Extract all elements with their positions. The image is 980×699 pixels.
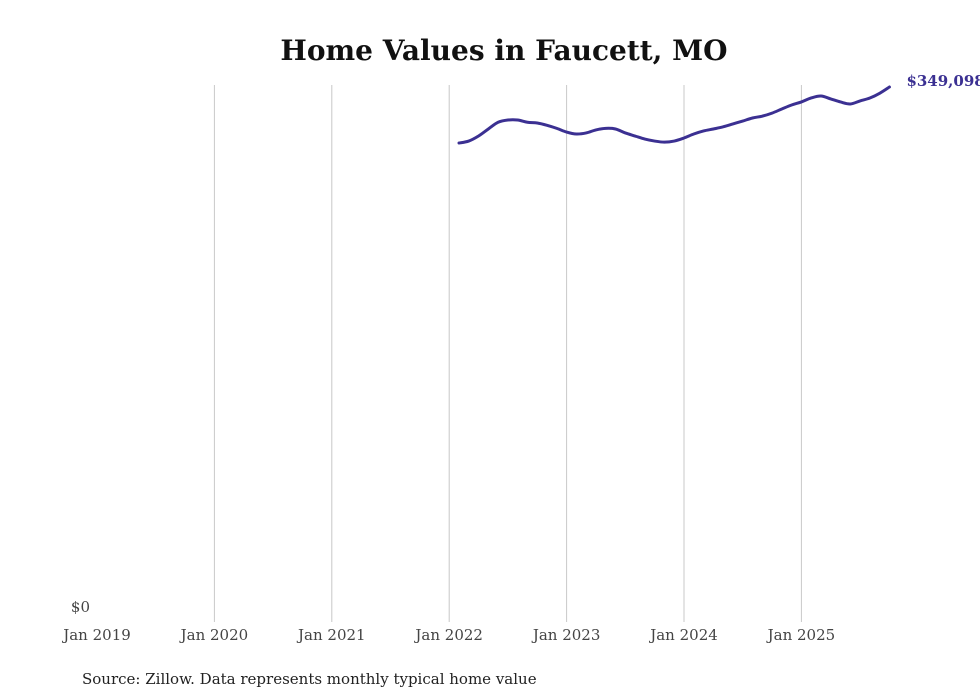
- chart-title: Home Values in Faucett, MO: [280, 34, 727, 67]
- x-tick-label: Jan 2019: [61, 626, 131, 644]
- x-tick-label: Jan 2024: [648, 626, 718, 644]
- x-tick-label: Jan 2021: [296, 626, 366, 644]
- x-tick-label: Jan 2025: [766, 626, 836, 644]
- end-value-label: $349,098: [906, 72, 980, 90]
- x-tick-label: Jan 2022: [413, 626, 483, 644]
- x-tick-label: Jan 2020: [179, 626, 249, 644]
- series-line: [457, 85, 891, 145]
- y-tick-label: $0: [71, 598, 90, 616]
- x-tick-label: Jan 2023: [531, 626, 601, 644]
- source-note: Source: Zillow. Data represents monthly …: [82, 670, 537, 688]
